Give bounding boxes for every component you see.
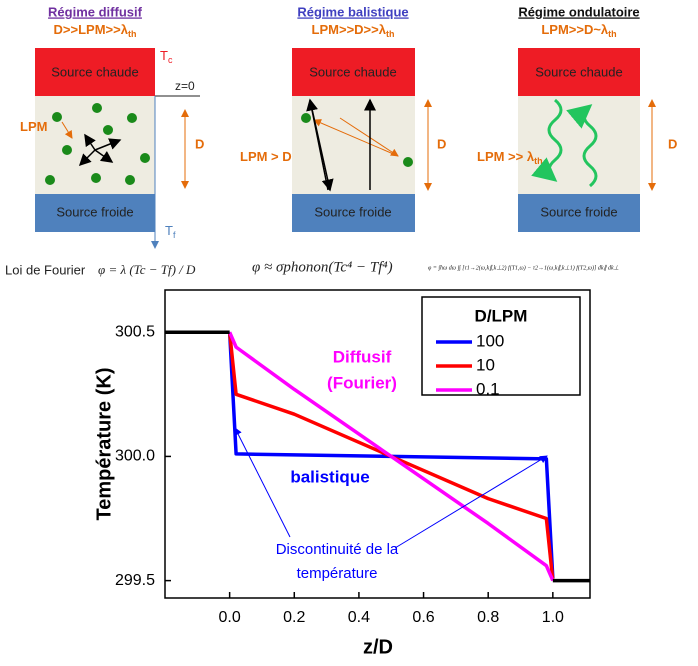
hot-source xyxy=(292,48,415,96)
panel-wave: Régime ondulatoire LPM>>D~λth Source cha… xyxy=(477,4,677,232)
particle xyxy=(301,113,311,123)
y-tick-label: 300.0 xyxy=(115,448,155,465)
cold-source xyxy=(518,194,640,232)
y-tick-label: 300.5 xyxy=(115,323,155,340)
annotation: balistique xyxy=(290,467,369,486)
mfp-label: LPM xyxy=(20,119,47,134)
d-label: D xyxy=(668,136,677,151)
mfp-arrow xyxy=(339,117,399,157)
cold-label: Source froide xyxy=(314,204,391,219)
particles xyxy=(45,103,150,185)
plot-frame xyxy=(164,289,591,599)
fourier-label: Loi de Fourier xyxy=(5,262,86,277)
legend-label: 10 xyxy=(476,355,495,374)
mfp-label: LPM > D xyxy=(240,149,292,164)
x-tick-label: 1.0 xyxy=(542,609,564,626)
x-axis-label: z/D xyxy=(363,636,393,658)
panel-title: Régime ondulatoire xyxy=(518,4,639,19)
mfp-arrow xyxy=(313,119,399,157)
mfp-arrow xyxy=(61,121,73,139)
y-tick-label: 299.5 xyxy=(115,572,155,589)
x-tick-label: 0.2 xyxy=(283,609,305,626)
ballistic-arrows xyxy=(306,98,376,192)
x-tick-label: 0.6 xyxy=(412,609,434,626)
legend-box xyxy=(421,296,581,396)
annotation-arrow xyxy=(394,455,548,549)
annotation: (Fourier) xyxy=(327,373,397,392)
medium xyxy=(518,96,640,194)
mfp-label: LPM >> λth xyxy=(477,149,543,166)
panel-title: Régime balistique xyxy=(297,4,408,19)
d-label: D xyxy=(437,136,446,151)
y-axis-label: Température (K) xyxy=(93,368,115,521)
cold-source xyxy=(292,194,415,232)
formula: φ ≈ σphonon(Tc⁴ − Tf⁴) xyxy=(252,259,393,275)
formula: φ = ∫ħω dω ∫∫ [τ1→2(ω,k∥,k⊥2) f(T1,ω) − … xyxy=(428,264,619,271)
panel-condition: LPM>>D~λth xyxy=(541,22,616,39)
series-line xyxy=(165,330,590,583)
panel-ballistic: Régime balistique LPM>>D>>λth Source cha… xyxy=(240,4,619,275)
hot-label: Source chaude xyxy=(535,64,622,79)
x-tick-label: 0.4 xyxy=(348,609,370,626)
x-tick-label: 0.0 xyxy=(219,609,241,626)
formula: φ = λ (Tc − Tf) / D xyxy=(98,262,196,277)
legend-label: 100 xyxy=(476,331,504,350)
panel-condition: D>>LPM>>λth xyxy=(54,22,137,39)
panel-title: Régime diffusif xyxy=(48,4,143,19)
x-tick-label: 0.8 xyxy=(477,609,499,626)
legend-label: 0.1 xyxy=(476,379,500,398)
waves xyxy=(531,98,598,188)
annotation: température xyxy=(297,565,378,582)
hot-source xyxy=(518,48,640,96)
hot-label: Source chaude xyxy=(51,64,138,79)
annotation: Discontinuité de la xyxy=(276,541,399,558)
annotation-arrow xyxy=(234,427,291,538)
tc-label: Tc xyxy=(160,48,173,65)
chart: Température (K) z/D xyxy=(93,368,393,659)
panel-diffusive: Régime diffusif D>>LPM>>λth Source chaud… xyxy=(5,4,204,277)
z0-label: z=0 xyxy=(175,79,195,93)
annotation: Diffusif xyxy=(333,347,392,366)
cold-label: Source froide xyxy=(540,204,617,219)
medium xyxy=(292,96,415,194)
d-label: D xyxy=(195,136,204,151)
scatter-arrows xyxy=(78,133,122,167)
series-line xyxy=(228,331,555,582)
cold-label: Source froide xyxy=(56,204,133,219)
hot-label: Source chaude xyxy=(309,64,396,79)
panel-condition: LPM>>D>>λth xyxy=(312,22,395,39)
cold-source xyxy=(35,194,155,232)
legend-title: D/LPM xyxy=(475,306,528,325)
hot-source xyxy=(35,48,155,96)
tf-label: Tf xyxy=(165,223,176,240)
particle xyxy=(403,157,413,167)
